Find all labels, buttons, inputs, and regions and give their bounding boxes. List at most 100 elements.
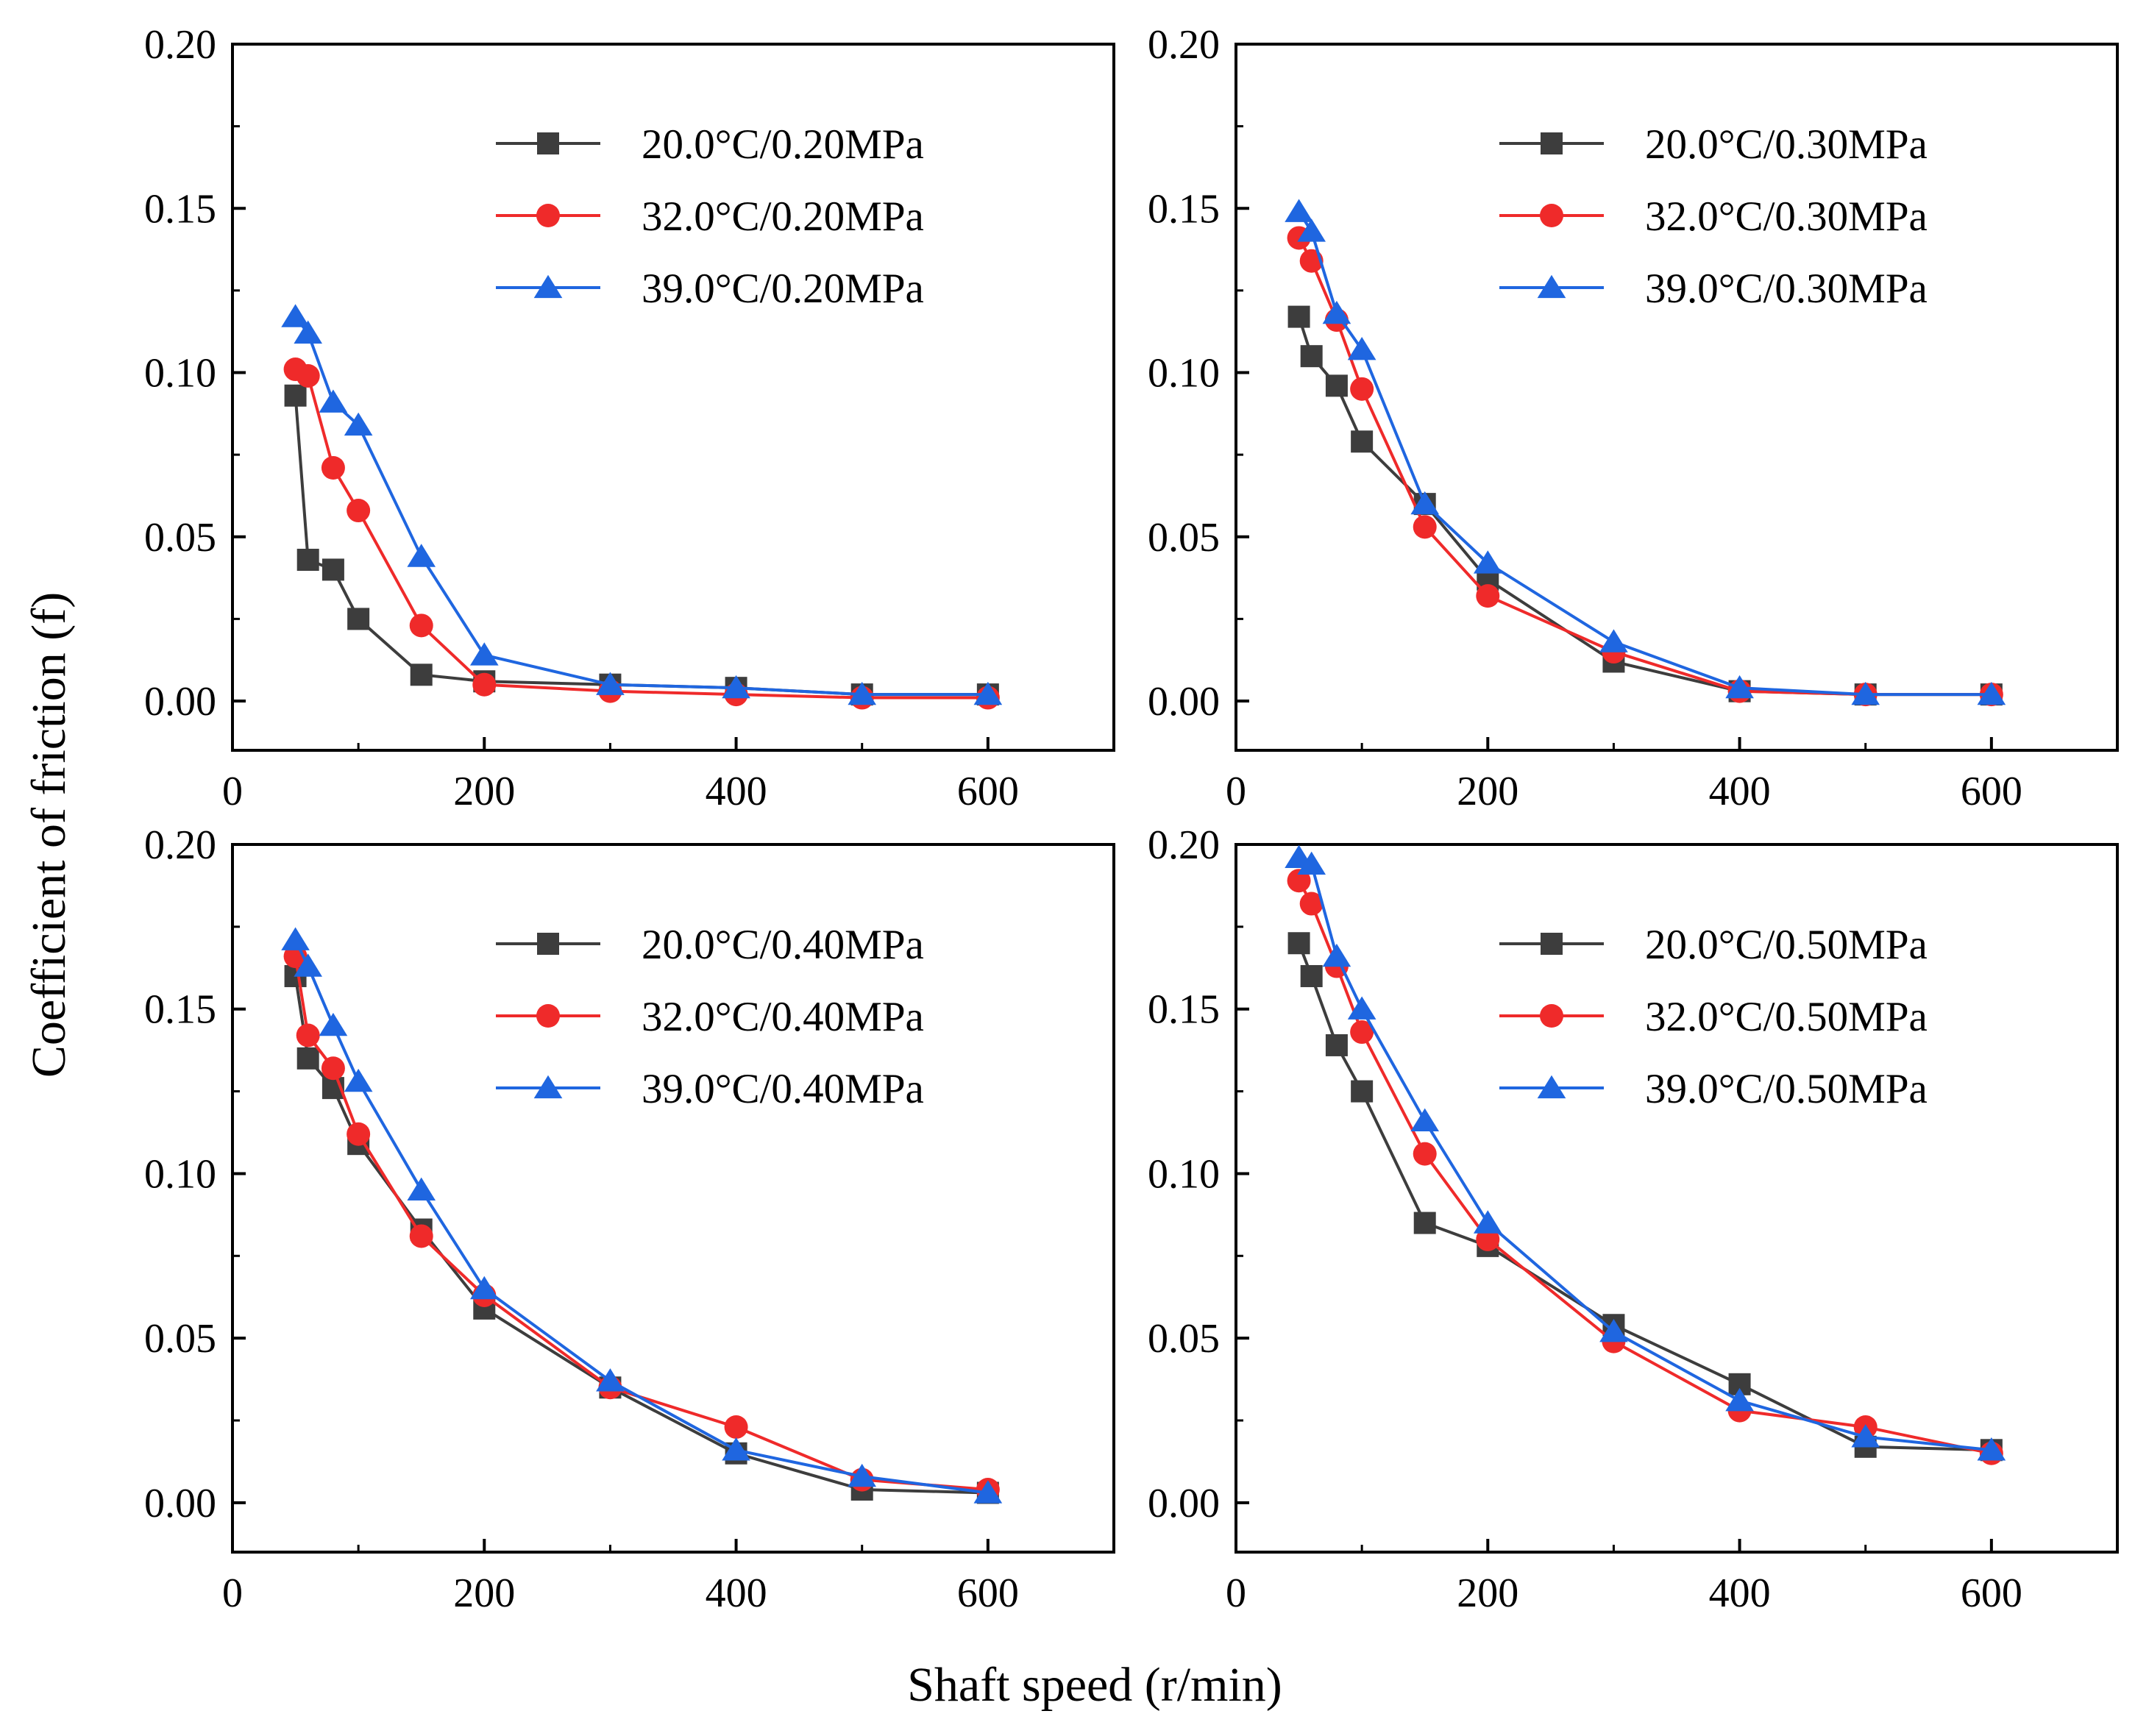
data-point — [1299, 892, 1324, 916]
y-tick-label: 0.15 — [1148, 987, 1220, 1033]
x-tick-label: 0 — [222, 769, 243, 814]
plot-frame — [1235, 843, 2119, 1554]
data-point — [347, 608, 370, 630]
legend-marker — [1541, 933, 1563, 955]
y-tick-label: 0.20 — [1148, 822, 1220, 868]
data-point — [319, 389, 348, 413]
data-point — [1351, 1080, 1374, 1103]
data-point — [407, 544, 436, 567]
y-tick-label: 0.10 — [144, 351, 216, 396]
y-tick-label: 0.20 — [144, 822, 216, 868]
data-point — [469, 642, 499, 666]
series-square — [284, 384, 999, 706]
y-tick-label: 0.05 — [1148, 1316, 1220, 1362]
data-point — [472, 672, 497, 697]
x-tick-label: 0 — [222, 1570, 243, 1616]
data-point — [344, 412, 373, 436]
x-tick-label: 400 — [1709, 769, 1771, 814]
x-tick-label: 400 — [1709, 1570, 1771, 1616]
x-tick-label: 200 — [1457, 769, 1518, 814]
data-point — [722, 675, 750, 699]
series-line — [294, 316, 988, 697]
y-tick-label: 0.15 — [1148, 186, 1220, 232]
data-point — [1347, 337, 1376, 360]
x-tick-label: 400 — [706, 769, 767, 814]
data-point — [848, 1463, 877, 1487]
data-point — [321, 1056, 345, 1081]
data-point — [973, 1480, 1003, 1504]
legend-marker — [1537, 274, 1566, 299]
shared-ylabel: Coefficient of friction (f) — [22, 592, 76, 1078]
y-tick-label: 0.10 — [1148, 351, 1220, 396]
data-point — [347, 1122, 371, 1146]
legend-marker — [536, 1004, 560, 1028]
series-line — [1297, 210, 1992, 697]
data-point — [296, 1047, 319, 1070]
data-point — [1351, 430, 1374, 453]
series-line — [294, 395, 988, 697]
legend-marker — [1540, 204, 1563, 227]
legend-marker — [1537, 1075, 1566, 1099]
legend: 20.0°C/0.20MPa 32.0°C/0.20MPa 39.0°C/0.20M… — [496, 121, 924, 312]
data-point — [722, 1437, 750, 1461]
x-tick-label: 200 — [1457, 1570, 1518, 1616]
x-tick-label: 200 — [453, 769, 515, 814]
y-tick-label: 0.05 — [144, 1316, 216, 1362]
legend-marker — [533, 274, 563, 299]
data-point — [1410, 1108, 1440, 1131]
data-point — [1410, 491, 1440, 515]
legend-marker — [1540, 1004, 1563, 1028]
legend: 20.0°C/0.30MPa 32.0°C/0.30MPa 39.0°C/0.30M… — [1499, 121, 1928, 312]
x-tick-label: 400 — [706, 1570, 767, 1616]
series-line — [1298, 856, 1992, 1452]
y-tick-label: 0.20 — [144, 22, 216, 68]
y-tick-label: 0.00 — [1148, 1481, 1220, 1526]
data-point — [1347, 996, 1376, 1020]
data-point — [1285, 199, 1313, 222]
plot-frame — [231, 843, 1115, 1554]
data-point — [1325, 1034, 1348, 1056]
data-point — [1725, 675, 1754, 699]
data-point — [294, 320, 323, 344]
legend-marker — [536, 204, 560, 227]
legend-label: 39.0°C/0.40MPa — [642, 1066, 924, 1112]
y-tick-label: 0.05 — [1148, 515, 1220, 561]
data-point — [407, 1177, 436, 1200]
legend: 20.0°C/0.50MPa 32.0°C/0.50MPa 39.0°C/0.50M… — [1499, 922, 1928, 1112]
chart-panel-top-left: 0 200 400 600 0.00 0.05 0.10 0.15 0.20 20.0°C/0.2… — [144, 22, 1115, 814]
series-triangle — [1285, 199, 2006, 705]
y-tick-label: 0.05 — [144, 515, 216, 561]
legend-label: 32.0°C/0.20MPa — [642, 193, 924, 240]
data-point — [344, 1068, 373, 1092]
legend-label: 39.0°C/0.50MPa — [1645, 1066, 1928, 1112]
data-point — [1300, 964, 1323, 987]
legend-label: 32.0°C/0.50MPa — [1645, 994, 1928, 1040]
data-point — [409, 613, 433, 638]
data-point — [1322, 943, 1351, 967]
y-tick-label: 0.00 — [144, 679, 216, 725]
legend-marker — [533, 1075, 563, 1099]
data-point — [281, 927, 310, 950]
data-point — [1413, 515, 1437, 539]
y-tick-label: 0.15 — [144, 186, 216, 232]
data-point — [321, 456, 345, 480]
data-point — [1851, 1424, 1880, 1448]
data-point — [319, 1012, 348, 1036]
chart-panel-bottom-right: 0 200 400 600 0.00 0.05 0.10 0.15 0.20 20.0°C/0.5… — [1148, 822, 2119, 1616]
series-line — [1297, 316, 1992, 697]
data-point — [296, 549, 319, 572]
data-point — [596, 1368, 625, 1392]
data-point — [1473, 1210, 1502, 1234]
legend-marker — [1541, 132, 1563, 154]
data-point — [1287, 869, 1311, 893]
data-point — [1851, 681, 1880, 705]
data-point — [1473, 550, 1502, 574]
data-point — [1599, 629, 1628, 652]
series-triangle — [281, 927, 1003, 1504]
series-line — [294, 939, 989, 1495]
legend: 20.0°C/0.40MPa 32.0°C/0.40MPa 39.0°C/0.40M… — [496, 922, 924, 1112]
y-tick-label: 0.10 — [144, 1151, 216, 1197]
x-tick-label: 600 — [1961, 1570, 2022, 1616]
data-point — [469, 1276, 499, 1300]
